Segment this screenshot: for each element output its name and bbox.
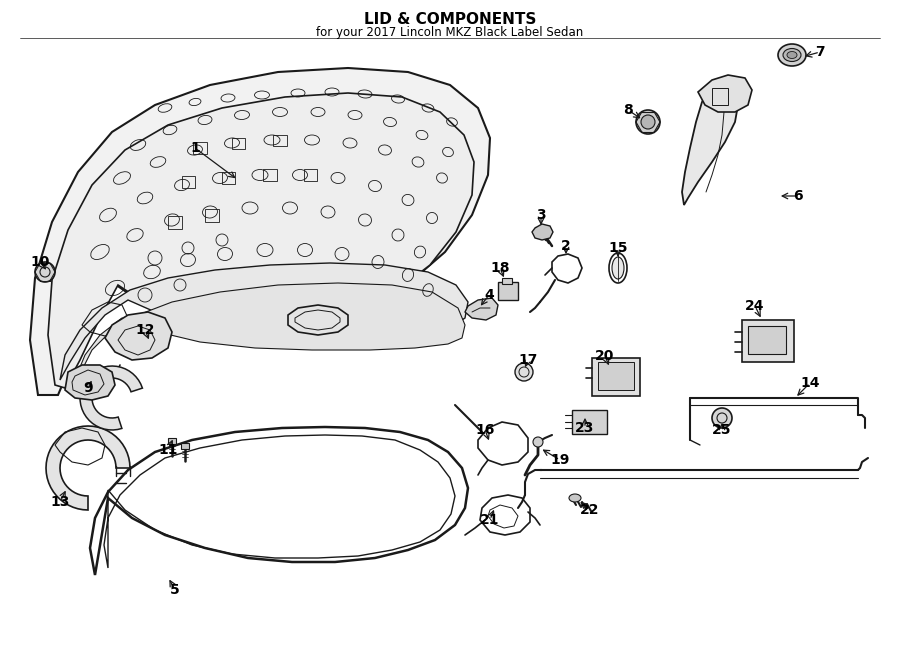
Polygon shape (78, 283, 465, 388)
Text: 13: 13 (50, 495, 69, 509)
Text: LID & COMPONENTS: LID & COMPONENTS (364, 12, 536, 27)
Bar (598, 362, 634, 390)
Bar (498, 282, 518, 300)
Polygon shape (46, 426, 130, 510)
Polygon shape (105, 312, 172, 360)
Circle shape (35, 262, 55, 282)
Text: 3: 3 (536, 208, 545, 222)
Text: 11: 11 (158, 443, 178, 457)
Ellipse shape (612, 257, 624, 279)
Polygon shape (465, 298, 498, 320)
Bar (193, 142, 207, 154)
Text: 12: 12 (135, 323, 155, 337)
Polygon shape (60, 263, 468, 380)
Text: 14: 14 (800, 376, 820, 390)
Text: 5: 5 (170, 583, 180, 597)
Polygon shape (80, 366, 142, 430)
Text: 23: 23 (575, 421, 595, 435)
Bar (221, 172, 235, 184)
Text: 20: 20 (595, 349, 615, 363)
Circle shape (533, 437, 543, 447)
Text: 25: 25 (712, 423, 732, 437)
Bar (263, 169, 277, 181)
Text: 1: 1 (190, 141, 200, 155)
Circle shape (515, 363, 533, 381)
Bar (168, 215, 182, 229)
Circle shape (641, 115, 655, 129)
Bar (502, 278, 512, 284)
Text: 9: 9 (83, 381, 93, 395)
Circle shape (712, 408, 732, 428)
Text: 8: 8 (623, 103, 633, 117)
Ellipse shape (569, 494, 581, 502)
Text: 15: 15 (608, 241, 628, 255)
Polygon shape (682, 85, 738, 205)
Bar (572, 410, 607, 434)
Text: 2: 2 (561, 239, 571, 253)
Text: 16: 16 (475, 423, 495, 437)
Bar (742, 320, 794, 362)
Circle shape (636, 110, 660, 134)
Text: 24: 24 (745, 299, 765, 313)
Text: 10: 10 (31, 255, 50, 269)
Bar (168, 438, 176, 444)
Bar (592, 358, 640, 396)
Text: 6: 6 (793, 189, 803, 203)
Text: 22: 22 (580, 503, 599, 517)
Text: 18: 18 (491, 261, 509, 275)
Text: 7: 7 (815, 45, 824, 59)
Bar (205, 208, 219, 221)
Ellipse shape (787, 52, 797, 59)
Ellipse shape (778, 44, 806, 66)
Bar (273, 134, 287, 145)
Polygon shape (30, 68, 490, 395)
Text: 17: 17 (518, 353, 537, 367)
Polygon shape (698, 75, 752, 112)
Bar (181, 443, 189, 449)
Text: 4: 4 (484, 288, 494, 302)
Bar (748, 326, 786, 354)
Text: 21: 21 (481, 513, 500, 527)
Polygon shape (65, 365, 115, 400)
Bar (303, 169, 317, 181)
Polygon shape (532, 224, 553, 240)
Bar (231, 137, 245, 149)
Polygon shape (48, 93, 474, 388)
Text: 19: 19 (550, 453, 570, 467)
Bar (182, 176, 194, 188)
Text: for your 2017 Lincoln MKZ Black Label Sedan: for your 2017 Lincoln MKZ Black Label Se… (317, 26, 583, 39)
Ellipse shape (783, 48, 801, 61)
